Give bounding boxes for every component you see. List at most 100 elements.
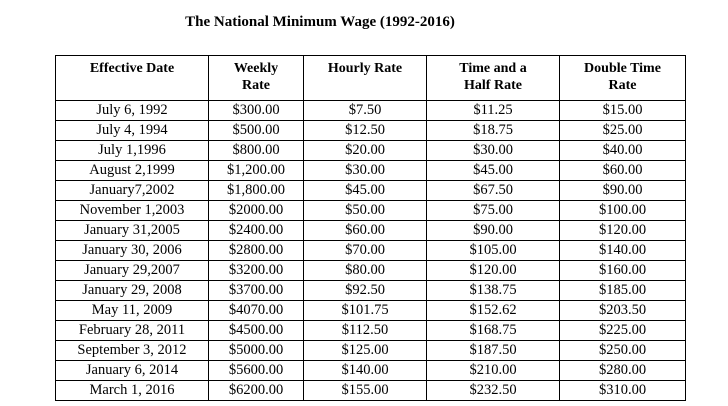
table-row: July 6, 1992 $300.00 $7.50 $11.25 $15.00 <box>55 100 686 121</box>
hourly-rate-cell: $101.75 <box>303 300 427 321</box>
double-time-rate-cell: $310.00 <box>559 380 686 401</box>
table-row: May 11, 2009 $4070.00 $101.75 $152.62 $203.5… <box>55 300 686 321</box>
header-line: Weekly <box>233 61 279 76</box>
effective-date-cell: January 31,2005 <box>55 220 209 241</box>
time-and-a-half-rate-cell: $18.75 <box>426 120 560 141</box>
hourly-rate-cell: $112.50 <box>303 320 427 341</box>
table-row: January 31,2005 $2400.00 $60.00 $90.00 $120.… <box>55 220 686 241</box>
header-line: Rate <box>242 78 270 93</box>
table-title: The National Minimum Wage (1992-2016) <box>185 14 455 30</box>
double-time-rate-cell: $60.00 <box>559 160 686 181</box>
table-row: September 3, 2012 $5000.00 $125.00 $187.50 $… <box>55 340 686 361</box>
double-time-rate-cell: $203.50 <box>559 300 686 321</box>
table-row: July 1,1996 $800.00 $20.00 $30.00 $40.00 <box>55 140 686 161</box>
table-row: January 29, 2008 $3700.00 $92.50 $138.75 $18… <box>55 280 686 301</box>
effective-date-cell: January 30, 2006 <box>55 240 209 261</box>
effective-date-cell: January 6, 2014 <box>55 360 209 381</box>
header-line: Hourly Rate <box>327 61 403 76</box>
time-and-a-half-rate-cell: $75.00 <box>426 200 560 221</box>
table-row: July 4, 1994 $500.00 $12.50 $18.75 $25.00 <box>55 120 686 141</box>
header-hourly-rate: Hourly Rate <box>303 55 427 101</box>
double-time-rate-cell: $250.00 <box>559 340 686 361</box>
double-time-rate-cell: $15.00 <box>559 100 686 121</box>
header-line: Half Rate <box>464 78 522 93</box>
effective-date-cell: September 3, 2012 <box>55 340 209 361</box>
effective-date-cell: July 4, 1994 <box>55 120 209 141</box>
time-and-a-half-rate-cell: $187.50 <box>426 340 560 361</box>
header-weekly-rate: Weekly Rate <box>208 55 304 101</box>
header-line: Rate <box>608 78 637 93</box>
double-time-rate-cell: $40.00 <box>559 140 686 161</box>
table-row: March 1, 2016 $6200.00 $155.00 $232.50 $310.… <box>55 380 686 401</box>
weekly-rate-cell: $2800.00 <box>208 240 304 261</box>
time-and-a-half-rate-cell: $30.00 <box>426 140 560 161</box>
header-time-and-a-half-rate: Time and a Half Rate <box>426 55 560 101</box>
hourly-rate-cell: $7.50 <box>303 100 427 121</box>
table-row: February 28, 2011 $4500.00 $112.50 $168.75 $… <box>55 320 686 341</box>
time-and-a-half-rate-cell: $138.75 <box>426 280 560 301</box>
minimum-wage-table: Effective Date Weekly Rate Hourly Rate T… <box>55 55 686 401</box>
double-time-rate-cell: $225.00 <box>559 320 686 341</box>
header-line: Time and a <box>459 61 527 76</box>
table-row: January 6, 2014 $5600.00 $140.00 $210.00 $28… <box>55 360 686 381</box>
effective-date-cell: January 29,2007 <box>55 260 209 281</box>
weekly-rate-cell: $3700.00 <box>208 280 304 301</box>
time-and-a-half-rate-cell: $90.00 <box>426 220 560 241</box>
double-time-rate-cell: $25.00 <box>559 120 686 141</box>
time-and-a-half-rate-cell: $168.75 <box>426 320 560 341</box>
hourly-rate-cell: $50.00 <box>303 200 427 221</box>
weekly-rate-cell: $5600.00 <box>208 360 304 381</box>
header-line: Effective Date <box>89 61 175 76</box>
effective-date-cell: November 1,2003 <box>55 200 209 221</box>
time-and-a-half-rate-cell: $45.00 <box>426 160 560 181</box>
weekly-rate-cell: $4500.00 <box>208 320 304 341</box>
table-body: July 6, 1992 $300.00 $7.50 $11.25 $15.00 July… <box>55 100 686 401</box>
hourly-rate-cell: $125.00 <box>303 340 427 361</box>
hourly-rate-cell: $45.00 <box>303 180 427 201</box>
double-time-rate-cell: $140.00 <box>559 240 686 261</box>
hourly-rate-cell: $80.00 <box>303 260 427 281</box>
double-time-rate-cell: $280.00 <box>559 360 686 381</box>
weekly-rate-cell: $800.00 <box>208 140 304 161</box>
hourly-rate-cell: $60.00 <box>303 220 427 241</box>
time-and-a-half-rate-cell: $210.00 <box>426 360 560 381</box>
hourly-rate-cell: $155.00 <box>303 380 427 401</box>
time-and-a-half-rate-cell: $152.62 <box>426 300 560 321</box>
effective-date-cell: February 28, 2011 <box>55 320 209 341</box>
weekly-rate-cell: $5000.00 <box>208 340 304 361</box>
double-time-rate-cell: $120.00 <box>559 220 686 241</box>
table-row: November 1,2003 $2000.00 $50.00 $75.00 $100.… <box>55 200 686 221</box>
effective-date-cell: May 11, 2009 <box>55 300 209 321</box>
table-row: January 30, 2006 $2800.00 $70.00 $105.00 $14… <box>55 240 686 261</box>
effective-date-cell: July 1,1996 <box>55 140 209 161</box>
hourly-rate-cell: $70.00 <box>303 240 427 261</box>
weekly-rate-cell: $500.00 <box>208 120 304 141</box>
double-time-rate-cell: $90.00 <box>559 180 686 201</box>
table-row: January7,2002 $1,800.00 $45.00 $67.50 $90.00 <box>55 180 686 201</box>
header-double-time-rate: Double Time Rate <box>559 55 686 101</box>
weekly-rate-cell: $300.00 <box>208 100 304 121</box>
effective-date-cell: January 29, 2008 <box>55 280 209 301</box>
header-line: Double Time <box>584 61 661 76</box>
table-row: August 2,1999 $1,200.00 $30.00 $45.00 $60.00 <box>55 160 686 181</box>
hourly-rate-cell: $140.00 <box>303 360 427 381</box>
double-time-rate-cell: $160.00 <box>559 260 686 281</box>
effective-date-cell: August 2,1999 <box>55 160 209 181</box>
header-effective-date: Effective Date <box>55 55 209 101</box>
effective-date-cell: March 1, 2016 <box>55 380 209 401</box>
header-row: Effective Date Weekly Rate Hourly Rate T… <box>55 55 686 101</box>
weekly-rate-cell: $2400.00 <box>208 220 304 241</box>
weekly-rate-cell: $1,800.00 <box>208 180 304 201</box>
hourly-rate-cell: $30.00 <box>303 160 427 181</box>
time-and-a-half-rate-cell: $67.50 <box>426 180 560 201</box>
hourly-rate-cell: $20.00 <box>303 140 427 161</box>
weekly-rate-cell: $1,200.00 <box>208 160 304 181</box>
weekly-rate-cell: $4070.00 <box>208 300 304 321</box>
effective-date-cell: July 6, 1992 <box>55 100 209 121</box>
double-time-rate-cell: $185.00 <box>559 280 686 301</box>
weekly-rate-cell: $2000.00 <box>208 200 304 221</box>
table-row: January 29,2007 $3200.00 $80.00 $120.00 $160… <box>55 260 686 281</box>
time-and-a-half-rate-cell: $105.00 <box>426 240 560 261</box>
hourly-rate-cell: $12.50 <box>303 120 427 141</box>
effective-date-cell: January7,2002 <box>55 180 209 201</box>
